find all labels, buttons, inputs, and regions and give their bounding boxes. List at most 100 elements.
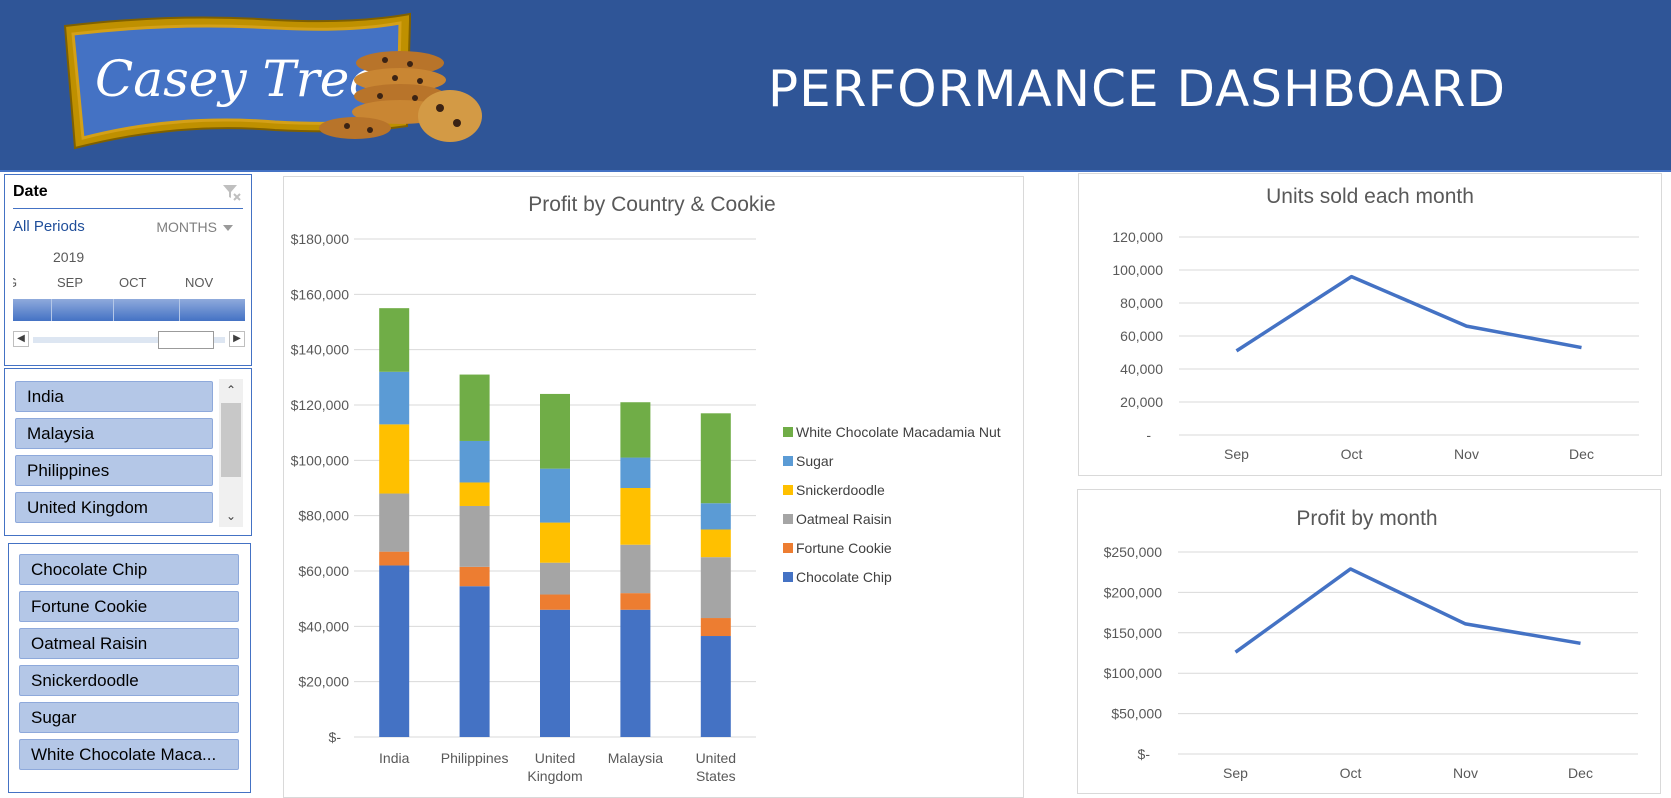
timeline-scrollbar[interactable]: ◀ ▶ <box>13 330 245 350</box>
timeline-period-bar[interactable] <box>13 299 245 321</box>
bar-segment <box>379 565 410 737</box>
profit-by-country-chart[interactable]: Profit by Country & Cookie $- $20,000 $40,0… <box>283 176 1024 798</box>
bar-segment <box>379 424 410 494</box>
x-tick-label: Malaysia <box>608 750 663 766</box>
bar-segment <box>459 374 490 441</box>
all-periods-label[interactable]: All Periods <box>13 218 85 235</box>
profit-by-month-chart[interactable]: Profit by month $- $50,000 $100,000 $150,000… <box>1077 489 1661 794</box>
clear-filter-icon[interactable] <box>221 182 241 202</box>
legend-label: Chocolate Chip <box>796 569 892 585</box>
y-tick-label: 20,000 <box>1120 394 1163 410</box>
timeline-month: SEP <box>57 275 84 290</box>
slicer-item-india[interactable]: India <box>15 381 213 412</box>
x-tick-label: Kingdom <box>527 768 582 784</box>
bar-segment <box>540 522 570 563</box>
legend-swatch <box>783 514 793 524</box>
x-tick-label: Oct <box>1340 765 1362 781</box>
series-line <box>1234 567 1581 654</box>
series-line <box>1235 274 1582 353</box>
scroll-down-icon[interactable]: ⌄ <box>225 509 237 523</box>
time-level-label: MONTHS <box>156 219 217 235</box>
country-slicer: India Malaysia Philippines United Kingdo… <box>4 368 252 536</box>
bar-segment <box>700 557 731 619</box>
y-tick-label: $80,000 <box>298 508 349 524</box>
y-tick-label: - <box>1146 427 1151 443</box>
y-tick-label: $150,000 <box>1104 625 1163 641</box>
legend-label: White Chocolate Macadamia Nut <box>796 424 1001 440</box>
timeline-scroll-thumb[interactable] <box>158 331 214 349</box>
bar-segment <box>620 402 651 458</box>
casey-treats-logo: Casey Treats <box>63 12 482 150</box>
legend-label: Snickerdoodle <box>796 482 885 498</box>
chevron-down-icon <box>223 225 233 232</box>
slicer-item-sugar[interactable]: Sugar <box>19 702 239 733</box>
scroll-thumb[interactable] <box>221 403 241 477</box>
y-tick-label: 120,000 <box>1112 229 1163 245</box>
bar-segment <box>620 593 651 610</box>
slicer-item-fortune-cookie[interactable]: Fortune Cookie <box>19 591 239 622</box>
scroll-right-icon[interactable]: ▶ <box>229 331 245 347</box>
y-tick-label: $100,000 <box>1104 665 1163 681</box>
x-tick-label: Dec <box>1569 446 1594 462</box>
dashboard-header: Casey Treats PERFORMANCE DASHBOARD <box>0 0 1671 172</box>
legend-swatch <box>783 456 793 466</box>
time-level-dropdown[interactable]: MONTHS <box>156 219 233 235</box>
country-slicer-scrollbar[interactable]: ⌃ ⌄ <box>219 379 243 527</box>
y-tick-label: $120,000 <box>291 397 350 413</box>
date-timeline-slicer[interactable]: Date All Periods MONTHS 2019 G SEP OCT N… <box>4 174 252 366</box>
y-tick-label: $- <box>1138 746 1151 762</box>
slicer-item-philippines[interactable]: Philippines <box>15 455 213 486</box>
slicer-item-snickerdoodle[interactable]: Snickerdoodle <box>19 665 239 696</box>
y-tick-label: $160,000 <box>291 286 350 302</box>
bar-segment <box>700 618 731 637</box>
x-tick-label: United <box>696 750 736 766</box>
slicer-title-divider <box>13 208 243 209</box>
timeline-year: 2019 <box>53 249 85 265</box>
bar-segment <box>540 594 570 610</box>
bar-segment <box>459 566 490 587</box>
slicer-item-chocolate-chip[interactable]: Chocolate Chip <box>19 554 239 585</box>
page-title: PERFORMANCE DASHBOARD <box>768 60 1506 118</box>
date-slicer-title: Date <box>13 183 48 200</box>
y-tick-label: $250,000 <box>1104 544 1163 560</box>
x-tick-label: India <box>379 750 410 766</box>
legend-swatch <box>783 427 793 437</box>
chart-title: Units sold each month <box>1266 185 1474 208</box>
y-tick-label: 60,000 <box>1120 328 1163 344</box>
bar-segment <box>379 308 410 372</box>
timeline-month-labels: G SEP OCT NOV <box>13 275 245 295</box>
slicer-item-white-chocolate[interactable]: White Chocolate Maca... <box>19 739 239 770</box>
legend-label: Fortune Cookie <box>796 540 892 556</box>
x-tick-label: Philippines <box>441 750 509 766</box>
y-tick-label: 40,000 <box>1120 361 1163 377</box>
bar-segment <box>459 505 490 567</box>
x-tick-label: Sep <box>1223 765 1248 781</box>
x-tick-label: Nov <box>1454 446 1479 462</box>
y-tick-label: $140,000 <box>291 342 350 358</box>
timeline-month: NOV <box>185 275 214 290</box>
x-tick-label: Sep <box>1224 446 1249 462</box>
y-tick-label: $60,000 <box>298 563 349 579</box>
bar-segment <box>620 544 651 594</box>
x-tick-label: States <box>696 768 736 784</box>
units-sold-chart[interactable]: Units sold each month - 20,000 40,000 60,000… <box>1078 173 1662 476</box>
bar-segment <box>700 503 731 530</box>
stacked-bar-chart: Profit by Country & Cookie $- $20,000 $40,0… <box>291 193 1001 784</box>
y-tick-label: $200,000 <box>1104 584 1163 600</box>
y-tick-label: $100,000 <box>291 452 350 468</box>
slicer-item-oatmeal-raisin[interactable]: Oatmeal Raisin <box>19 628 239 659</box>
slicer-item-united-kingdom[interactable]: United Kingdom <box>15 492 213 523</box>
y-tick-label: 80,000 <box>1120 295 1163 311</box>
scroll-up-icon[interactable]: ⌃ <box>225 383 237 397</box>
bar-segment <box>540 562 570 595</box>
bar-segment <box>620 457 651 488</box>
bar-segment <box>379 551 410 566</box>
y-tick-label: $40,000 <box>298 618 349 634</box>
timeline-scroll-track[interactable] <box>33 337 225 343</box>
bar-segment <box>700 636 731 737</box>
scroll-left-icon[interactable]: ◀ <box>13 331 29 347</box>
bar-segment <box>459 482 490 506</box>
chart-title: Profit by Country & Cookie <box>528 193 775 216</box>
slicer-item-malaysia[interactable]: Malaysia <box>15 418 213 449</box>
legend-swatch <box>783 572 793 582</box>
